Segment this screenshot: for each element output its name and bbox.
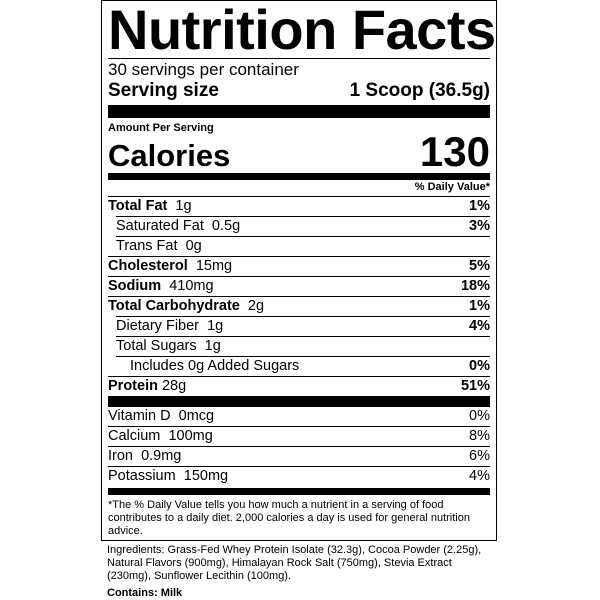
allergen-statement: Contains: Milk bbox=[107, 587, 183, 599]
nutrient-row-dietary-fiber: Dietary Fiber 1g 4% bbox=[116, 316, 490, 336]
vitamin-dv: 0% bbox=[469, 408, 490, 424]
nutrient-row-total-fat: Total Fat 1g 1% bbox=[108, 196, 490, 216]
vitamin-dv: 6% bbox=[469, 448, 490, 464]
serving-size-value: 1 Scoop (36.5g) bbox=[349, 80, 490, 101]
nutrient-dv: 5% bbox=[469, 258, 490, 274]
calories-label: Calories bbox=[108, 138, 231, 173]
serving-size-row: Serving size 1 Scoop (36.5g) bbox=[108, 80, 490, 102]
nutrient-row-sodium: Sodium 410mg 18% bbox=[108, 276, 490, 296]
nutrient-name: Trans Fat bbox=[116, 238, 178, 254]
calories-row: Calories 130 bbox=[108, 128, 490, 175]
vitamin-name: Vitamin D bbox=[108, 408, 171, 424]
nutrient-name: Cholesterol bbox=[108, 258, 188, 274]
daily-value-header: % Daily Value* bbox=[414, 181, 490, 193]
nutrient-row-total-sugars: Total Sugars 1g bbox=[116, 336, 490, 356]
nutrient-amount: 0g bbox=[185, 238, 202, 254]
nutrient-name: Saturated Fat bbox=[116, 218, 204, 234]
nutrition-facts-panel: Nutrition Facts 30 servings per containe… bbox=[101, 0, 497, 541]
vitamin-row-vitamin-d: Vitamin D 0mcg 0% bbox=[108, 407, 490, 426]
nutrient-amount: 0.5g bbox=[211, 218, 241, 234]
vitamin-amount: 150mg bbox=[183, 468, 229, 484]
nutrient-amount: 15mg bbox=[195, 258, 233, 274]
nutrient-amount: 1g bbox=[175, 198, 192, 214]
vitamin-name: Potassium bbox=[108, 468, 176, 484]
vitamin-row-iron: Iron 0.9mg 6% bbox=[108, 446, 490, 466]
nutrient-name: Total Carbohydrate bbox=[108, 298, 240, 314]
panel-title: Nutrition Facts bbox=[108, 0, 496, 61]
nutrient-dv: 0% bbox=[469, 358, 490, 374]
vitamin-row-calcium: Calcium 100mg 8% bbox=[108, 426, 490, 446]
vitamin-amount: 0.9mg bbox=[141, 448, 182, 464]
thick-divider bbox=[108, 396, 490, 407]
daily-value-footnote: *The % Daily Value tells you how much a … bbox=[108, 499, 470, 537]
nutrient-dv: 1% bbox=[469, 298, 490, 314]
calories-value: 130 bbox=[419, 128, 490, 175]
vitamin-amount: 100mg bbox=[168, 428, 213, 444]
vitamin-row-potassium: Potassium 150mg 4% bbox=[108, 466, 490, 486]
nutrient-row-cholesterol: Cholesterol 15mg 5% bbox=[108, 256, 490, 276]
servings-per-container: 30 servings per container bbox=[108, 60, 299, 79]
vitamin-name: Iron bbox=[108, 448, 133, 464]
nutrient-amount: 1g bbox=[207, 318, 224, 334]
nutrient-dv: 51% bbox=[460, 378, 490, 394]
nutrient-amount: 2g bbox=[247, 298, 265, 314]
nutrient-amount: 410mg bbox=[169, 278, 214, 294]
nutrient-row-saturated-fat: Saturated Fat 0.5g 3% bbox=[116, 216, 490, 236]
nutrient-name: Total Sugars bbox=[116, 338, 197, 354]
nutrient-dv: 4% bbox=[469, 318, 490, 334]
nutrient-dv: 3% bbox=[469, 218, 490, 234]
vitamin-amount: 0mcg bbox=[178, 408, 215, 424]
nutrient-name: Total Fat bbox=[108, 198, 168, 214]
divider bbox=[108, 58, 490, 59]
vitamin-dv: 8% bbox=[469, 428, 490, 444]
thick-divider bbox=[108, 105, 490, 118]
serving-size-label: Serving size bbox=[108, 80, 219, 101]
medium-divider bbox=[108, 173, 490, 180]
nutrient-amount: 28g bbox=[161, 378, 187, 394]
nutrient-row-added-sugars: Includes 0g Added Sugars 0% bbox=[116, 356, 490, 376]
nutrient-name: Sodium bbox=[108, 278, 162, 294]
nutrient-name: Dietary Fiber bbox=[116, 318, 199, 334]
nutrient-amount: 1g bbox=[204, 338, 221, 354]
medium-divider bbox=[108, 488, 490, 495]
nutrient-name: Protein bbox=[108, 378, 158, 394]
vitamin-dv: 4% bbox=[469, 468, 490, 484]
nutrient-name: Includes 0g Added Sugars bbox=[130, 358, 300, 374]
nutrient-row-total-carbohydrate: Total Carbohydrate 2g 1% bbox=[108, 296, 490, 316]
nutrient-row-trans-fat: Trans Fat 0g bbox=[116, 236, 490, 256]
nutrient-dv: 18% bbox=[460, 278, 490, 294]
nutrient-row-protein: Protein 28g 51% bbox=[108, 376, 490, 396]
amount-per-serving: Amount Per Serving bbox=[108, 122, 214, 134]
ingredients-list: Ingredients: Grass-Fed Whey Protein Isol… bbox=[107, 544, 482, 582]
nutrient-dv: 1% bbox=[469, 198, 490, 214]
vitamin-name: Calcium bbox=[108, 428, 161, 444]
